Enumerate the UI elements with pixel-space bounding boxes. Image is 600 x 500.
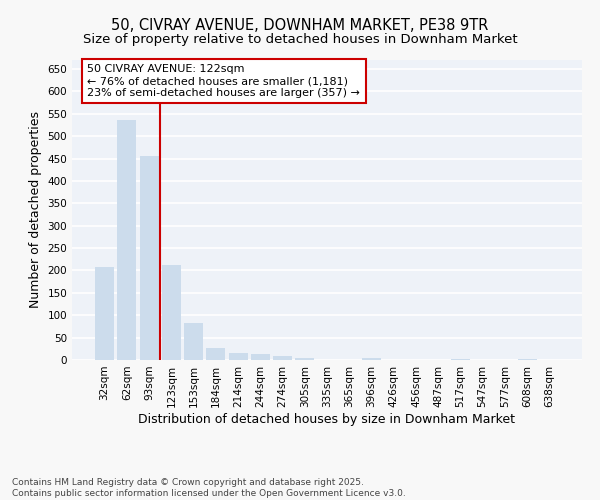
Text: 50 CIVRAY AVENUE: 122sqm
← 76% of detached houses are smaller (1,181)
23% of sem: 50 CIVRAY AVENUE: 122sqm ← 76% of detach… xyxy=(88,64,360,98)
X-axis label: Distribution of detached houses by size in Downham Market: Distribution of detached houses by size … xyxy=(139,412,515,426)
Bar xyxy=(295,358,314,360)
Bar xyxy=(518,358,536,360)
Bar xyxy=(140,156,158,360)
Bar xyxy=(273,356,292,360)
Bar xyxy=(251,354,270,360)
Bar xyxy=(229,354,248,360)
Bar xyxy=(95,268,114,360)
Y-axis label: Number of detached properties: Number of detached properties xyxy=(29,112,42,308)
Bar xyxy=(184,324,203,360)
Text: 50, CIVRAY AVENUE, DOWNHAM MARKET, PE38 9TR: 50, CIVRAY AVENUE, DOWNHAM MARKET, PE38 … xyxy=(112,18,488,32)
Bar xyxy=(362,358,381,360)
Bar xyxy=(451,358,470,360)
Bar xyxy=(206,348,225,360)
Text: Size of property relative to detached houses in Downham Market: Size of property relative to detached ho… xyxy=(83,32,517,46)
Bar xyxy=(162,265,181,360)
Text: Contains HM Land Registry data © Crown copyright and database right 2025.
Contai: Contains HM Land Registry data © Crown c… xyxy=(12,478,406,498)
Bar xyxy=(118,120,136,360)
